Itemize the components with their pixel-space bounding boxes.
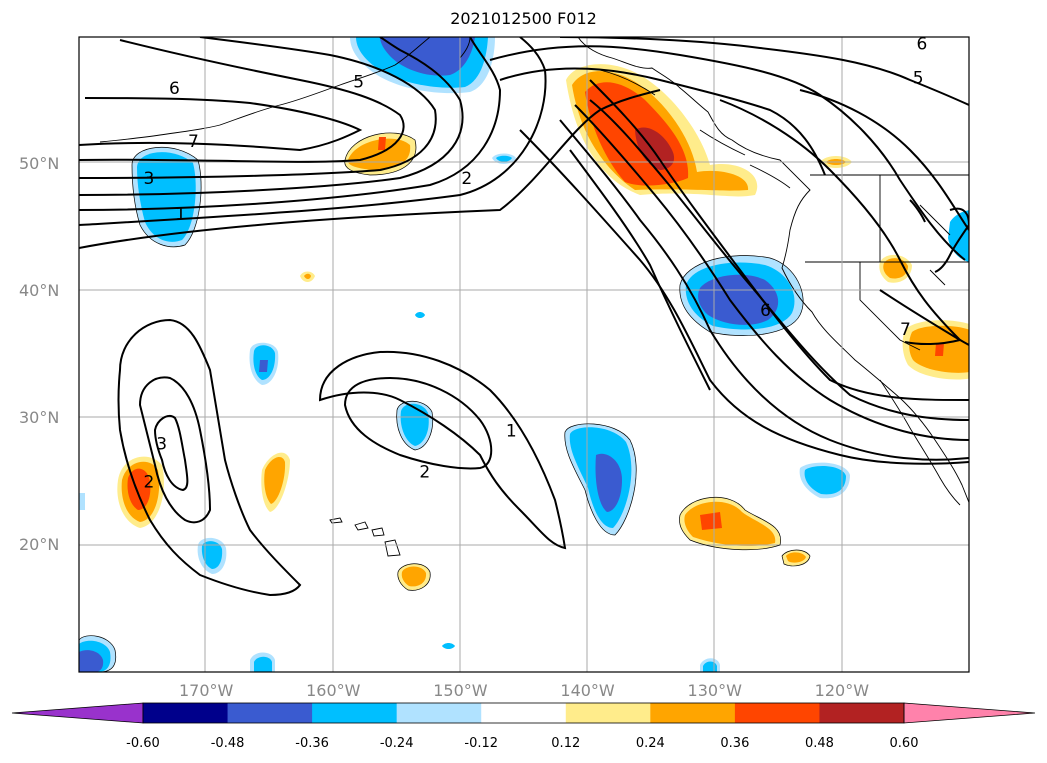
contour-line (574, 104, 969, 441)
colorbar-tick-label: 0.24 (635, 736, 665, 751)
colorbar-extend-low (11, 702, 144, 724)
colorbar (11, 702, 1036, 724)
contour-line (489, 45, 966, 261)
contour-line (79, 37, 502, 211)
contour-line (559, 37, 969, 106)
contour-line (79, 39, 405, 163)
contour-line (79, 37, 437, 179)
coastlines (99, 37, 969, 557)
colorbar-outline (142, 702, 905, 724)
colorbar-tick-label: -0.24 (379, 736, 414, 751)
contour-line (343, 376, 493, 470)
contour-line (79, 89, 661, 249)
contour-line (909, 199, 926, 223)
longitude-label: 140°W (560, 681, 615, 700)
anomaly-outlines (79, 132, 811, 672)
longitude-label: 120°W (814, 681, 870, 700)
contour-label: 3 (156, 434, 167, 454)
colorbar-extend-high (903, 702, 1036, 724)
colorbar-segment (481, 703, 567, 723)
north-america-coast (577, 37, 969, 504)
colorbar-segment (143, 703, 229, 723)
contour-line (589, 79, 969, 401)
contour-label: 6 (917, 34, 928, 54)
contour-line (138, 376, 212, 524)
contour-line (153, 414, 189, 492)
colorbar-segment (312, 703, 398, 723)
colorbar-tick-label: -0.12 (464, 736, 499, 751)
alaska-peninsula (99, 37, 431, 143)
contour-label: 3 (144, 169, 155, 189)
colorbar-segment (565, 703, 651, 723)
colorbar-segment (396, 703, 482, 723)
contour-line (318, 350, 567, 550)
gridlines (79, 37, 969, 672)
contour-line (499, 67, 826, 176)
contour-label: 2 (144, 473, 155, 493)
longitude-label: 150°W (433, 681, 488, 700)
contour-label: 1 (175, 205, 186, 225)
longitude-label: 160°W (306, 681, 361, 700)
contour-label: 7 (900, 320, 911, 340)
colorbar-segment (650, 703, 736, 723)
contour-line (79, 97, 363, 152)
colorbar-tick-label: 0.60 (889, 736, 919, 751)
contour-line (569, 149, 711, 391)
contour-label: 5 (353, 72, 364, 92)
colorbar-tick-label: 0.12 (551, 736, 581, 751)
map-title: 2021012500 F012 (450, 9, 597, 28)
contour-line (589, 99, 969, 421)
latitude-label: 50°N (19, 154, 60, 173)
colorbar-tick-label: 0.48 (804, 736, 834, 751)
latitude-label: 40°N (19, 281, 60, 300)
contour-line (519, 129, 969, 465)
longitude-label: 170°W (178, 681, 234, 700)
contour-label: 6 (169, 79, 180, 99)
contour-label: 1 (506, 422, 517, 442)
contour-line (117, 318, 302, 597)
contour-label: 5 (913, 69, 924, 89)
colorbar-tick-label: -0.60 (126, 736, 160, 751)
latitude-label: 20°N (19, 535, 60, 554)
latitude-label: 30°N (19, 408, 60, 427)
contour-line (79, 37, 547, 226)
map-frame (78, 36, 970, 673)
colorbar-tick-label: -0.48 (210, 736, 245, 751)
colorbar-tick-label: -0.36 (295, 736, 329, 751)
colorbar-segment (734, 703, 820, 723)
contour-line (934, 207, 969, 273)
contour-line (559, 119, 969, 461)
contour-line (79, 37, 464, 196)
contour-lines (79, 37, 969, 597)
colorbar-segment (819, 703, 905, 723)
contour-label: 2 (419, 462, 430, 482)
hawaii-islands (329, 517, 401, 557)
contour-line (719, 99, 969, 346)
colorbar-tick-label: 0.36 (720, 736, 750, 751)
contour-label: 7 (188, 132, 199, 152)
contour-label: 2 (461, 169, 472, 189)
contour-line (879, 289, 963, 346)
contour-label: 6 (760, 301, 771, 321)
longitude-label: 130°W (687, 681, 742, 700)
colorbar-segment (227, 703, 313, 723)
shaded-anomaly-fields (79, 37, 969, 672)
